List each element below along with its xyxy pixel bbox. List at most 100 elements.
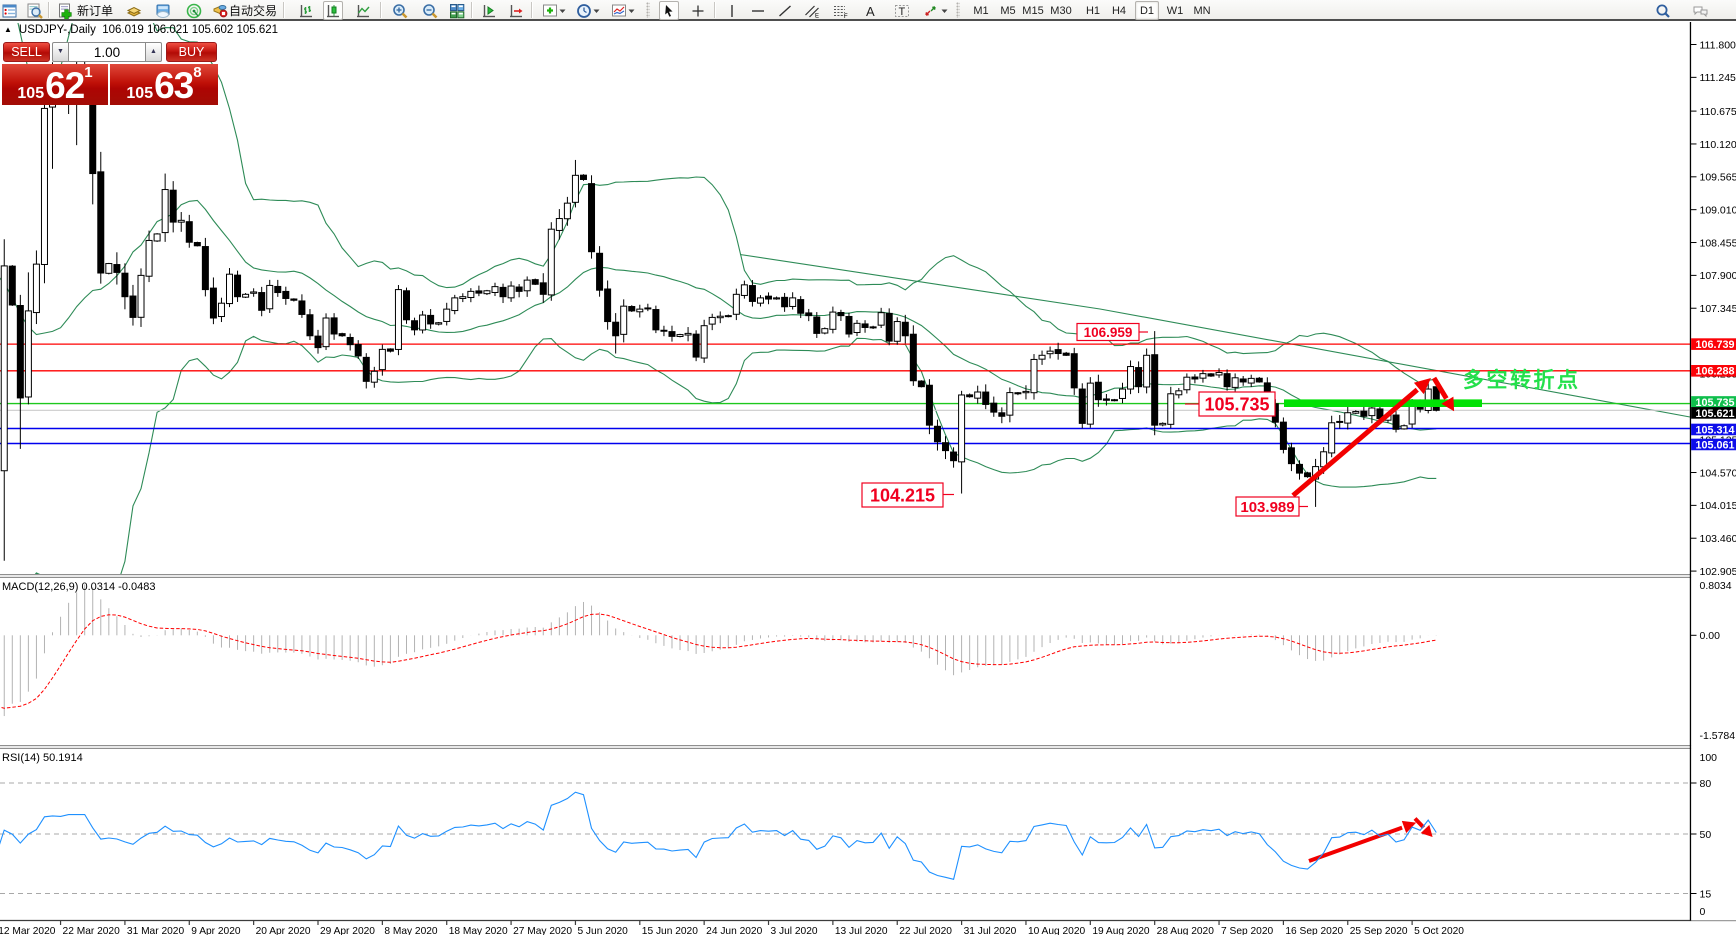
timeframe-w1-button[interactable]: W1 bbox=[1166, 4, 1184, 17]
candle-body bbox=[137, 274, 145, 318]
candle-body bbox=[765, 295, 773, 300]
candle-body bbox=[97, 171, 105, 274]
volume-increase-button[interactable]: ▲ bbox=[145, 42, 162, 62]
tile-windows-icon[interactable] bbox=[447, 1, 467, 20]
candle-body bbox=[909, 333, 917, 382]
scale-price-label-105.314: 105.314 bbox=[1691, 423, 1736, 436]
caret-4[interactable] bbox=[940, 1, 949, 20]
chart-shift-icon[interactable] bbox=[506, 1, 526, 20]
rsi-panel bbox=[0, 791, 1437, 880]
search-icon[interactable] bbox=[1653, 1, 1673, 20]
candle-body bbox=[1175, 390, 1183, 396]
candle-body bbox=[475, 290, 483, 294]
sep-6 bbox=[714, 2, 716, 18]
timeframe-d1-button[interactable]: D1 bbox=[1135, 1, 1159, 20]
candle-body bbox=[419, 314, 427, 331]
horizontal-line-icon[interactable] bbox=[748, 1, 768, 20]
sep-4 bbox=[471, 2, 473, 18]
caret-3[interactable] bbox=[627, 1, 636, 20]
autoscroll-icon[interactable] bbox=[479, 1, 499, 20]
timeframe-h4-button[interactable]: H4 bbox=[1111, 4, 1127, 17]
trend-arrow-2[interactable] bbox=[1431, 376, 1455, 412]
candles[interactable] bbox=[0, 46, 1440, 566]
candle-body bbox=[660, 329, 668, 332]
timeframe-m30-button[interactable]: M30 bbox=[1050, 4, 1072, 17]
zoom-out-icon[interactable] bbox=[420, 1, 440, 20]
trendline-icon[interactable] bbox=[775, 1, 795, 20]
candle-body bbox=[668, 331, 676, 337]
timeframe-h1-button[interactable]: H1 bbox=[1085, 4, 1101, 17]
price-scale[interactable]: 111.800 111.245 110.675 110.120 109.565 109.0… bbox=[1689, 22, 1736, 921]
caret-1[interactable] bbox=[558, 1, 567, 20]
support-zone-bar[interactable] bbox=[1284, 399, 1482, 407]
date-label: 24 Jun 2020 bbox=[706, 926, 762, 935]
new-order-icon[interactable] bbox=[56, 1, 76, 20]
date-label: 12 Mar 2020 bbox=[0, 926, 56, 935]
price-tick-label: 111.245 bbox=[1700, 72, 1736, 84]
rsi-arrow-2[interactable] bbox=[1413, 817, 1433, 838]
buy-button[interactable]: BUY bbox=[166, 42, 217, 62]
timeframe-m15-button[interactable]: M15 bbox=[1022, 4, 1044, 17]
candle-body bbox=[1231, 377, 1239, 388]
candle-body bbox=[386, 348, 394, 352]
candle-body bbox=[161, 189, 169, 234]
channel-icon[interactable]: E bbox=[802, 1, 822, 20]
sell-price-big: 62 bbox=[45, 65, 85, 107]
candle-body bbox=[16, 305, 24, 399]
price-tag-103.989: 103.989 bbox=[1235, 496, 1308, 517]
rsi-label: RSI(14) 50.1914 bbox=[2, 752, 83, 764]
timeframe-m1-button[interactable]: M1 bbox=[973, 4, 989, 17]
fibonacci-icon[interactable]: F bbox=[830, 1, 850, 20]
chat-icon[interactable] bbox=[1690, 1, 1710, 20]
rsi-scale-label: 100 bbox=[1700, 752, 1718, 764]
templates-icon[interactable] bbox=[609, 1, 629, 20]
signals-icon[interactable] bbox=[184, 1, 204, 20]
zoom-in-icon[interactable] bbox=[390, 1, 410, 20]
trend-arrow-1[interactable] bbox=[1291, 378, 1431, 498]
buy-price-prefix: 105 bbox=[126, 84, 154, 102]
candle-body bbox=[1352, 411, 1360, 414]
arrows-icon[interactable] bbox=[920, 1, 940, 20]
candle-body bbox=[539, 282, 547, 295]
descending-trendline[interactable] bbox=[739, 253, 1691, 418]
autotrading-icon[interactable] bbox=[210, 1, 230, 20]
price-tick-label: 111.800 bbox=[1700, 39, 1736, 51]
text-label-icon[interactable]: T bbox=[892, 1, 912, 20]
sell-price-display[interactable]: 105 62 1 bbox=[2, 63, 108, 107]
buy-price-display[interactable]: 105 63 8 bbox=[110, 63, 218, 105]
candle-body bbox=[1014, 392, 1022, 395]
metaeditor-icon[interactable] bbox=[124, 1, 144, 20]
data-window-icon[interactable] bbox=[25, 1, 45, 20]
date-axis[interactable]: 12 Mar 2020 22 Mar 2020 31 Mar 2020 9 Apr 2… bbox=[0, 920, 1464, 935]
bar-chart-type-icon[interactable] bbox=[296, 1, 316, 20]
candle-body bbox=[145, 239, 153, 277]
sell-button[interactable]: SELL bbox=[3, 42, 50, 62]
macd-scale-label: 0.8034 bbox=[1700, 580, 1732, 592]
periods-icon[interactable] bbox=[574, 1, 594, 20]
caret-2[interactable] bbox=[592, 1, 601, 20]
vertical-line-icon[interactable] bbox=[722, 1, 742, 20]
rsi-arrow-1[interactable] bbox=[1308, 820, 1417, 863]
candle-body bbox=[998, 412, 1006, 417]
candle-body bbox=[748, 285, 756, 302]
timeframe-mn-button[interactable]: MN bbox=[1193, 4, 1211, 17]
candle-body bbox=[869, 326, 877, 329]
collapse-one-click-icon[interactable]: ▲ bbox=[4, 25, 12, 34]
market-watch-icon[interactable] bbox=[0, 1, 20, 20]
volume-input[interactable] bbox=[69, 42, 145, 62]
date-label: 9 Apr 2020 bbox=[191, 926, 241, 935]
candle-chart-type-icon[interactable] bbox=[323, 1, 343, 20]
terminal-icon[interactable] bbox=[153, 1, 173, 20]
timeframe-m5-button[interactable]: M5 bbox=[1000, 4, 1016, 17]
indicators-icon[interactable] bbox=[540, 1, 560, 20]
text-icon[interactable]: A bbox=[860, 1, 880, 20]
candle-body bbox=[24, 310, 32, 398]
line-chart-type-icon[interactable] bbox=[353, 1, 373, 20]
toolbar: 新订单 自动交易 E F A T M1 M5 M15 M30 H1 H4 D1 W1 MN bbox=[0, 0, 1736, 21]
candle-body bbox=[338, 333, 346, 337]
cursor-icon[interactable] bbox=[659, 1, 679, 20]
crosshair-icon[interactable] bbox=[688, 1, 708, 20]
candle-body bbox=[885, 312, 893, 342]
price-tick-label: 104.570 bbox=[1700, 467, 1736, 479]
volume-decrease-button[interactable]: ▼ bbox=[52, 42, 69, 62]
